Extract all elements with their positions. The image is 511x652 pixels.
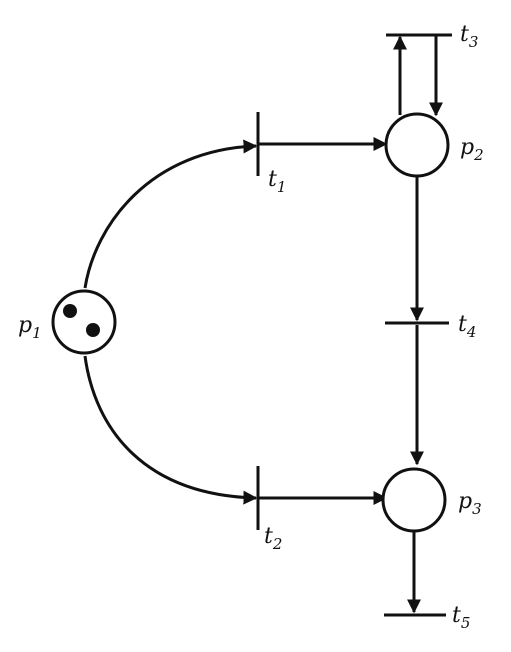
- arcs: [83, 35, 443, 614]
- place-p1-label: p1: [18, 313, 42, 342]
- place-p1-circle: [51, 289, 117, 355]
- arc-p1-t1: [83, 139, 258, 289]
- place-p1-tokens: [63, 304, 100, 337]
- token-dot: [86, 323, 100, 337]
- transitions: [256, 33, 452, 617]
- place-p2-circle: [384, 112, 450, 178]
- place-p3-circle: [381, 467, 447, 533]
- place-p3-label: p3: [458, 489, 482, 518]
- transition-t3-label: t3: [460, 22, 478, 51]
- arc-p1-t2: [83, 355, 258, 505]
- labels: p1 p2 p3 t1 t2 t3 t4 t5: [18, 22, 484, 632]
- transition-t2-label: t2: [264, 524, 282, 553]
- token-dot: [63, 304, 77, 318]
- transition-t1-label: t1: [268, 167, 286, 196]
- transition-t5-label: t5: [452, 603, 470, 632]
- transition-t4-label: t4: [458, 312, 476, 341]
- place-p2-label: p2: [460, 135, 484, 164]
